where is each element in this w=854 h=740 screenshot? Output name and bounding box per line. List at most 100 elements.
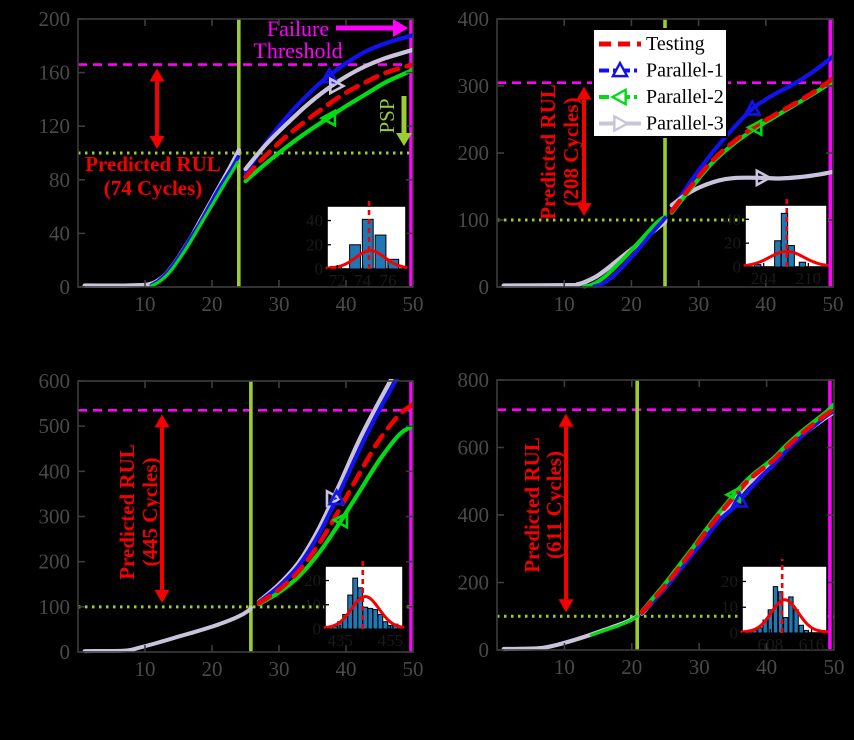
y-tick-label: 300 bbox=[458, 74, 490, 98]
failure-threshold-arrow bbox=[336, 19, 408, 37]
axis-ticks bbox=[497, 379, 835, 651]
arrow-head bbox=[576, 203, 592, 216]
histogram-bar bbox=[361, 218, 374, 270]
x-tick-label: 10 bbox=[135, 657, 156, 681]
curve-parallel-2 bbox=[150, 160, 240, 288]
inset-x-tick-label: 455 bbox=[378, 631, 404, 650]
x-tick-label: 30 bbox=[689, 655, 710, 679]
inset-ticks bbox=[325, 579, 392, 630]
inset-x-tick-label: 608 bbox=[758, 635, 784, 654]
x-tick-label: 50 bbox=[403, 657, 424, 681]
x-tick-label: 40 bbox=[336, 292, 357, 316]
histogram-bar bbox=[372, 609, 379, 630]
rul-label-line1: Predicted RUL bbox=[115, 444, 139, 580]
marker-right-triangle bbox=[755, 168, 773, 188]
marker-right-triangle bbox=[328, 76, 347, 96]
y-tick-label: 0 bbox=[60, 275, 71, 299]
y-tick-label: 200 bbox=[458, 571, 490, 595]
arrow-head bbox=[576, 86, 592, 100]
y-tick-label: 120 bbox=[39, 114, 71, 138]
curve-parallel-3 bbox=[669, 169, 833, 208]
rul-label-line1: Predicted RUL bbox=[85, 152, 221, 176]
arrow-head bbox=[558, 413, 574, 427]
inset-x-tick-label: 76 bbox=[380, 271, 397, 290]
curve-parallel-3 bbox=[501, 614, 640, 652]
gaussian-fit-curve bbox=[323, 594, 405, 630]
inset-x-tick-label: 435 bbox=[327, 631, 353, 650]
y-tick-label: 400 bbox=[39, 459, 71, 483]
x-tick-label: 10 bbox=[554, 655, 575, 679]
axis-ticks bbox=[78, 18, 414, 288]
x-tick-label: 30 bbox=[269, 292, 290, 316]
arrow-head bbox=[393, 19, 408, 37]
y-tick-label: 0 bbox=[479, 275, 490, 299]
y-tick-label: 80 bbox=[49, 168, 70, 192]
histogram-bar bbox=[367, 607, 374, 630]
arrow-head bbox=[149, 136, 165, 149]
y-tick-label: 400 bbox=[458, 7, 490, 31]
rul-label-line2: (611 Cycles) bbox=[542, 451, 566, 559]
histogram-bar bbox=[382, 621, 389, 630]
curve-parallel-1 bbox=[592, 216, 667, 289]
arrow-head bbox=[154, 414, 170, 428]
inset-histogram: 72 74 76 0 20 40 bbox=[306, 199, 408, 290]
curves bbox=[82, 379, 413, 654]
x-tick-label: 50 bbox=[823, 292, 844, 316]
inset-ticks bbox=[742, 580, 813, 634]
histogram-bar bbox=[780, 212, 789, 268]
psp-label: PSP bbox=[375, 98, 399, 133]
legend-marker-left-triangle bbox=[609, 87, 627, 107]
curve-parallel-3 bbox=[501, 219, 668, 288]
failure-threshold-label-line1: Failure bbox=[267, 16, 329, 41]
y-tick-label: 40 bbox=[49, 221, 70, 245]
inset-y-tick-label: 0 bbox=[733, 258, 742, 277]
x-tick-label: 20 bbox=[202, 292, 223, 316]
x-tick-label: 30 bbox=[688, 292, 709, 316]
subplot-bottom-left: Predicted RUL (445 Cycles)10 20 30 40 5001002… bbox=[39, 369, 424, 681]
x-tick-label: 40 bbox=[755, 292, 776, 316]
curve-parallel-3 bbox=[243, 47, 413, 172]
subplot-top-right: Predicted RUL (208 Cycles) 10 20 30 40 50 0 100 2… bbox=[458, 7, 844, 316]
histogram-bar bbox=[754, 264, 762, 268]
gaussian-fit-curve bbox=[743, 249, 829, 268]
marker-up-triangle bbox=[730, 490, 749, 508]
gaussian-fit-curve bbox=[740, 598, 829, 634]
subplot-top-left: Predicted RUL(74 Cycles) FailureThreshold… bbox=[39, 7, 424, 316]
legend-label: Parallel-2 bbox=[646, 86, 724, 108]
arrow-head bbox=[154, 589, 170, 603]
y-tick-label: 400 bbox=[458, 503, 490, 527]
curve-testing bbox=[256, 402, 413, 606]
legend-marker-right-triangle bbox=[613, 114, 631, 133]
y-tick-label: 200 bbox=[39, 7, 71, 31]
y-tick-label: 800 bbox=[458, 368, 490, 392]
marker-up-triangle bbox=[743, 98, 762, 116]
histogram-bar bbox=[783, 617, 789, 634]
legend-label: Parallel-3 bbox=[646, 113, 724, 135]
marker-left-triangle bbox=[331, 510, 349, 530]
inset-histogram: 435 455 0 10 20 bbox=[304, 559, 405, 650]
curve-parallel-1 bbox=[669, 54, 833, 213]
legend: Testing Parallel-1 Parallel-2 Parallel-3 bbox=[592, 28, 728, 138]
rul-label-line1: Predicted RUL bbox=[536, 84, 560, 220]
rul-arrow bbox=[576, 86, 592, 216]
arrow-head bbox=[396, 133, 412, 146]
y-tick-label: 100 bbox=[39, 595, 71, 619]
x-tick-label: 50 bbox=[824, 655, 845, 679]
rul-arrow bbox=[558, 413, 574, 613]
inset-x-tick-label: 204 bbox=[751, 269, 777, 288]
axes-box bbox=[77, 18, 414, 288]
axis-ticks bbox=[78, 380, 414, 653]
inset-ticks bbox=[327, 219, 389, 270]
histogram-bar bbox=[377, 613, 384, 630]
y-tick-label: 0 bbox=[60, 640, 71, 664]
marker-up-triangle bbox=[327, 488, 346, 506]
rul-arrow bbox=[149, 68, 165, 149]
curve-parallel-2 bbox=[589, 614, 639, 637]
rul-label-line2: (74 Cycles) bbox=[104, 176, 203, 200]
inset-ticks bbox=[745, 218, 810, 268]
arrow-head bbox=[558, 599, 574, 613]
y-tick-label: 300 bbox=[39, 505, 71, 529]
histogram-bar bbox=[787, 245, 795, 268]
